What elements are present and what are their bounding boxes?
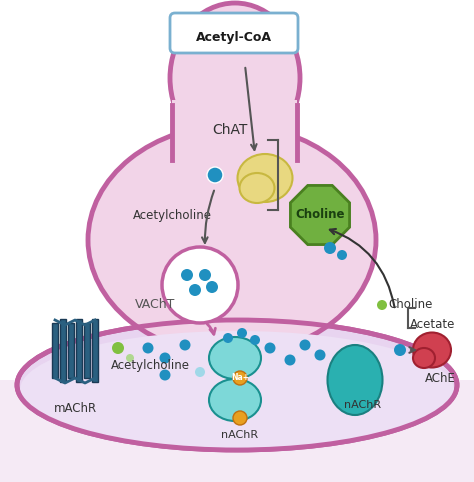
Circle shape <box>300 339 310 350</box>
Bar <box>92 319 98 382</box>
Circle shape <box>143 343 154 353</box>
Text: nAChR: nAChR <box>221 430 258 440</box>
Circle shape <box>206 281 218 293</box>
Text: AChE: AChE <box>425 372 456 385</box>
Ellipse shape <box>239 173 274 203</box>
Circle shape <box>181 269 193 281</box>
Text: nAChR: nAChR <box>345 400 382 410</box>
FancyBboxPatch shape <box>172 100 297 180</box>
Circle shape <box>159 370 171 380</box>
Text: VAChT: VAChT <box>135 298 175 311</box>
Bar <box>68 323 74 378</box>
FancyBboxPatch shape <box>170 13 298 53</box>
Ellipse shape <box>328 345 383 415</box>
Polygon shape <box>291 186 349 244</box>
Circle shape <box>337 250 347 260</box>
Circle shape <box>233 371 247 385</box>
Ellipse shape <box>170 3 300 153</box>
Text: Choline: Choline <box>295 209 345 222</box>
Circle shape <box>126 354 134 362</box>
Text: Acetylcholine: Acetylcholine <box>110 359 190 372</box>
Circle shape <box>233 411 247 425</box>
Ellipse shape <box>237 154 292 202</box>
Ellipse shape <box>413 333 451 367</box>
Circle shape <box>237 328 247 338</box>
Circle shape <box>199 269 211 281</box>
Circle shape <box>223 333 233 343</box>
Bar <box>84 323 90 378</box>
Text: Acetyl-CoA: Acetyl-CoA <box>196 31 272 44</box>
Ellipse shape <box>209 379 261 421</box>
Ellipse shape <box>413 348 435 368</box>
Circle shape <box>195 367 205 377</box>
FancyBboxPatch shape <box>178 108 292 180</box>
Ellipse shape <box>17 320 457 450</box>
Circle shape <box>180 339 191 350</box>
Ellipse shape <box>209 337 261 379</box>
Circle shape <box>264 343 275 353</box>
Text: Choline: Choline <box>388 298 432 311</box>
Bar <box>60 319 66 382</box>
Circle shape <box>189 284 201 296</box>
Text: Na+: Na+ <box>231 374 249 383</box>
Text: Acetylcholine: Acetylcholine <box>133 209 211 222</box>
Text: ChAT: ChAT <box>212 123 248 137</box>
Ellipse shape <box>20 331 454 449</box>
Circle shape <box>207 167 223 183</box>
Circle shape <box>112 342 124 354</box>
Circle shape <box>159 352 171 363</box>
Ellipse shape <box>88 125 376 355</box>
Circle shape <box>250 335 260 345</box>
Circle shape <box>315 349 326 361</box>
Bar <box>76 319 82 382</box>
Bar <box>0 380 474 482</box>
Text: Acetate: Acetate <box>410 319 456 332</box>
Circle shape <box>377 300 387 310</box>
Circle shape <box>162 247 238 323</box>
Circle shape <box>324 242 336 254</box>
Circle shape <box>394 344 406 356</box>
Bar <box>52 323 58 378</box>
Text: mAChR: mAChR <box>54 402 97 415</box>
Circle shape <box>284 354 295 365</box>
